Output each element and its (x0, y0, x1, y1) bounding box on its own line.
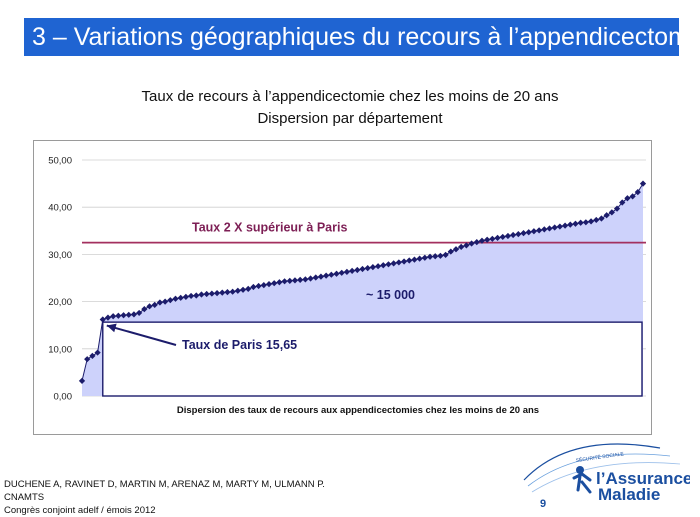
paris-arrow (106, 324, 177, 346)
logo-brand-line1: l’Assurance (596, 469, 690, 488)
data-point (582, 219, 589, 226)
y-tick-label: 0,00 (54, 392, 73, 403)
data-point (286, 277, 293, 284)
chart-subtitle-1: Taux de recours à l’appendicectomie chez… (141, 88, 559, 105)
approx-count-label: ~ 15 000 (366, 288, 415, 302)
data-point (561, 222, 569, 229)
y-tick-label: 40,00 (48, 203, 72, 214)
logo-brand-line2: Maladie (598, 485, 660, 504)
slide-title: 3 – Variations géographiques du recours … (32, 23, 700, 51)
paris-rate-label: Taux de Paris 15,65 (182, 338, 297, 352)
assurance-maladie-logo: SÉCURITÉ SOCIALE l’Assurance Maladie (520, 438, 692, 508)
data-point (442, 251, 449, 258)
dispersion-chart: 0,00 10,00 20,00 30,00 40,00 50,00 Taux 2 X s… (48, 156, 647, 416)
y-tick-labels: 0,00 10,00 20,00 30,00 40,00 50,00 (48, 156, 72, 403)
title-bar (24, 18, 679, 56)
footer-authors: DUCHENE A, RAVINET D, MARTIN M, ARENAZ M… (4, 479, 325, 490)
chart-subtitle-2: Dispersion par département (257, 110, 443, 127)
double-paris-label: Taux 2 X supérieur à Paris (192, 221, 347, 235)
data-point (432, 253, 439, 260)
paris-reference-box (102, 321, 643, 397)
page-number: 9 (540, 498, 547, 510)
data-point (130, 311, 138, 318)
footer-org: CNAMTS (4, 492, 45, 503)
data-point (245, 285, 252, 292)
data-point (167, 297, 174, 304)
x-axis-label: Dispersion des taux de recours aux appen… (177, 405, 539, 416)
data-point (250, 283, 257, 291)
y-tick-label: 10,00 (48, 344, 72, 355)
data-point (198, 291, 205, 298)
y-tick-label: 50,00 (48, 156, 72, 167)
data-point (639, 180, 647, 187)
y-tick-label: 20,00 (48, 297, 72, 308)
data-point (213, 289, 221, 297)
data-point (120, 312, 127, 319)
paris-arrow-head (106, 323, 117, 333)
y-tick-label: 30,00 (48, 250, 72, 261)
chart-frame: 0,00 10,00 20,00 30,00 40,00 50,00 Taux 2 X s… (33, 140, 652, 435)
footer-conference: Congrès conjoint adelf / émois 2012 (4, 505, 156, 516)
data-point (224, 289, 231, 296)
logo-tagline: SÉCURITÉ SOCIALE (575, 450, 625, 464)
data-point (110, 313, 117, 320)
